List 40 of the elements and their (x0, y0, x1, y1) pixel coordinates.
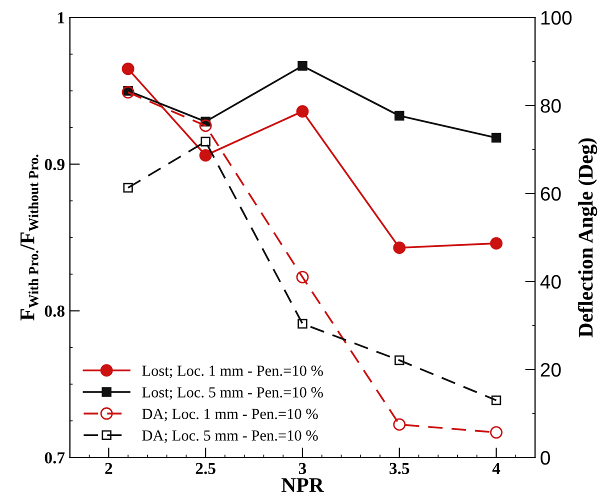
point (394, 110, 404, 121)
y2-tick-label: 0 (540, 450, 550, 465)
x-tick-label: 2.5 (196, 462, 216, 474)
y2-axis-title: Deflection Angle (Deg) (578, 138, 598, 338)
point (296, 105, 309, 118)
point (298, 61, 308, 71)
y2-tick-label: 40 (540, 274, 561, 289)
point (199, 119, 212, 132)
y-tick-label: 1 (58, 12, 64, 24)
point (490, 426, 503, 439)
y-tick-label: 0.7 (44, 452, 65, 464)
legend-label: Lost; Loc. 1 mm - Pen.=10 % (142, 366, 323, 378)
legend-label: DA; Loc. 1 mm - Pen.=10 % (142, 408, 318, 422)
point (491, 132, 502, 143)
y2-tick-label: 80 (540, 98, 561, 113)
y2-tick-label: 60 (540, 186, 561, 201)
point (123, 182, 133, 193)
y2-tick-label: 20 (540, 362, 561, 377)
point (122, 62, 134, 76)
point (200, 136, 210, 146)
point (491, 395, 502, 406)
y-axis-title: FWith Pro./FWithout Pro. (20, 154, 38, 321)
point (490, 237, 503, 250)
x-tick-label: 3.5 (390, 462, 410, 474)
legend-label: Lost; Loc. 5 mm - Pen.=10 % (142, 387, 323, 400)
point (394, 355, 404, 366)
y-tick-label: 0.8 (44, 306, 65, 317)
x-tick-label: 2 (105, 462, 112, 474)
point (296, 270, 309, 284)
point (122, 86, 134, 99)
y-tick-label: 0.9 (44, 158, 64, 170)
x-tick-label: 4 (492, 462, 500, 474)
y2-tick-label: 100 (541, 10, 572, 25)
x-tick-label: 3 (298, 462, 306, 474)
legend-label: DA; Loc. 5 mm - Pen.=10 % (142, 430, 318, 443)
x-axis-title: NPR (281, 478, 324, 492)
point (393, 242, 406, 254)
point (298, 318, 308, 329)
point (393, 418, 406, 431)
point (199, 149, 212, 162)
